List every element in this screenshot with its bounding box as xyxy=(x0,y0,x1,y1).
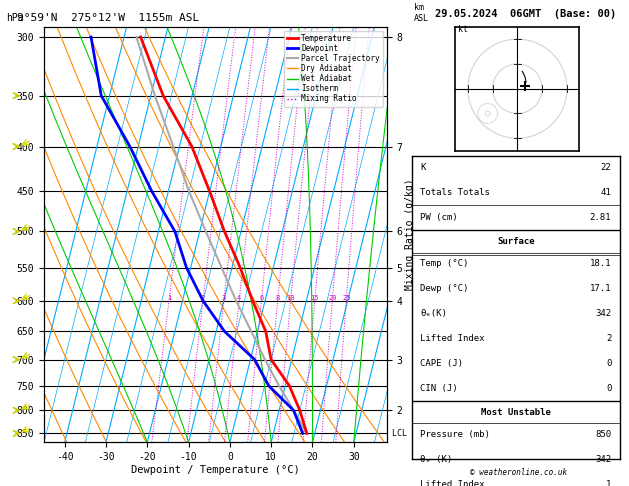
Text: Lifted Index: Lifted Index xyxy=(420,334,485,343)
Text: 1: 1 xyxy=(606,480,611,486)
Text: 17.1: 17.1 xyxy=(590,284,611,293)
Text: θₑ(K): θₑ(K) xyxy=(420,309,447,318)
Text: Temp (°C): Temp (°C) xyxy=(420,260,469,268)
Text: 342: 342 xyxy=(595,455,611,464)
Text: 2.81: 2.81 xyxy=(590,213,611,222)
Text: 2: 2 xyxy=(606,334,611,343)
Text: PW (cm): PW (cm) xyxy=(420,213,458,222)
Text: 0: 0 xyxy=(606,359,611,368)
Text: 850: 850 xyxy=(595,430,611,439)
Text: 29.05.2024  06GMT  (Base: 00): 29.05.2024 06GMT (Base: 00) xyxy=(435,9,616,19)
Text: 41: 41 xyxy=(601,189,611,197)
Text: 9°59'N  275°12'W  1155m ASL: 9°59'N 275°12'W 1155m ASL xyxy=(16,13,199,23)
Text: 1: 1 xyxy=(167,295,171,301)
Text: 4: 4 xyxy=(237,295,242,301)
Text: Lifted Index: Lifted Index xyxy=(420,480,485,486)
Text: hPa: hPa xyxy=(6,13,24,22)
Text: 20: 20 xyxy=(328,295,337,301)
Text: Surface: Surface xyxy=(497,237,535,246)
Text: © weatheronline.co.uk: © weatheronline.co.uk xyxy=(470,469,567,477)
Y-axis label: Mixing Ratio (g/kg): Mixing Ratio (g/kg) xyxy=(405,179,415,290)
Text: 3: 3 xyxy=(221,295,226,301)
Text: 15: 15 xyxy=(311,295,319,301)
Text: Dewp (°C): Dewp (°C) xyxy=(420,284,469,293)
Legend: Temperature, Dewpoint, Parcel Trajectory, Dry Adiabat, Wet Adiabat, Isotherm, Mi: Temperature, Dewpoint, Parcel Trajectory… xyxy=(284,31,383,106)
Text: 342: 342 xyxy=(595,309,611,318)
Text: CIN (J): CIN (J) xyxy=(420,384,458,393)
Text: 2: 2 xyxy=(201,295,205,301)
Text: 8: 8 xyxy=(276,295,280,301)
Text: 10: 10 xyxy=(286,295,295,301)
X-axis label: Dewpoint / Temperature (°C): Dewpoint / Temperature (°C) xyxy=(131,465,300,475)
Text: Most Unstable: Most Unstable xyxy=(481,408,551,417)
Text: 18.1: 18.1 xyxy=(590,260,611,268)
Text: 0: 0 xyxy=(606,384,611,393)
Text: Pressure (mb): Pressure (mb) xyxy=(420,430,490,439)
Text: CAPE (J): CAPE (J) xyxy=(420,359,464,368)
Text: Totals Totals: Totals Totals xyxy=(420,189,490,197)
Text: 6: 6 xyxy=(259,295,264,301)
Text: K: K xyxy=(420,163,426,173)
Text: LCL: LCL xyxy=(387,429,407,438)
Text: km
ASL: km ASL xyxy=(415,3,429,22)
Text: θₑ (K): θₑ (K) xyxy=(420,455,452,464)
Text: 25: 25 xyxy=(342,295,350,301)
Text: kt: kt xyxy=(458,25,468,34)
Text: 22: 22 xyxy=(601,163,611,173)
